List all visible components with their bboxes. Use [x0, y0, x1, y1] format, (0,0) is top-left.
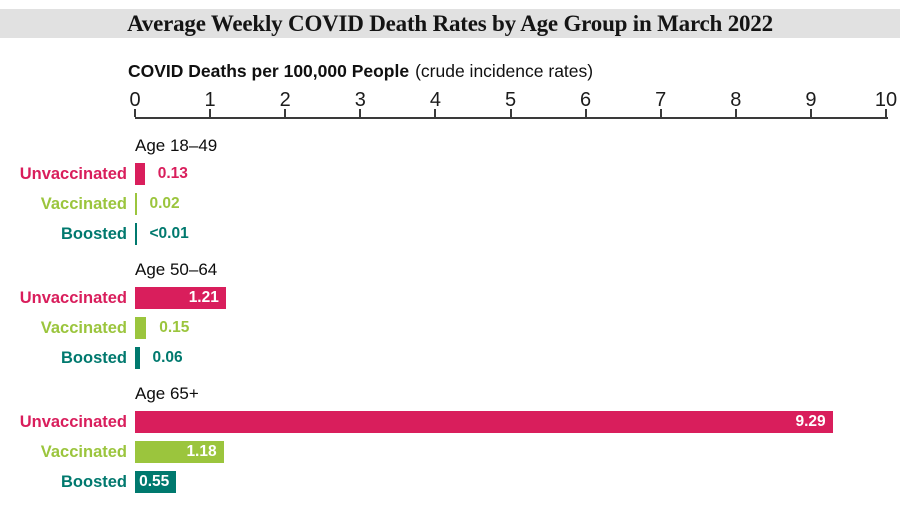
axis-tick-mark [209, 109, 212, 117]
group-header: Age 50–64 [135, 260, 218, 279]
x-axis-title: COVID Deaths per 100,000 People (crude in… [128, 61, 593, 82]
series-label: Boosted [61, 473, 127, 491]
axis-tick-mark [434, 109, 437, 117]
axis-tick-label: 8 [730, 89, 742, 111]
axis-tick-label: 3 [354, 89, 366, 111]
bar: 1.21 [135, 287, 226, 309]
bar [135, 347, 140, 369]
axis-tick-label: 1 [204, 89, 216, 111]
bar-value: 0.13 [157, 165, 188, 182]
series-label: Unvaccinated [19, 289, 127, 307]
axis-tick-mark [734, 109, 737, 117]
bar [135, 317, 147, 339]
series-label: Vaccinated [40, 319, 127, 337]
series-label: Unvaccinated [19, 413, 127, 431]
bar-value: 0.15 [159, 319, 190, 336]
bar [135, 223, 137, 245]
x-axis-title-main: COVID Deaths per 100,000 People [128, 61, 410, 81]
bar: 9.29 [135, 411, 833, 433]
bar: 0.55 [135, 471, 177, 493]
axis-tick-label: 6 [580, 89, 592, 111]
axis-tick-label: 9 [805, 89, 817, 111]
axis-tick-mark [359, 109, 362, 117]
bar [135, 163, 145, 185]
series-label: Vaccinated [40, 443, 127, 461]
axis-tick-mark [134, 109, 136, 117]
series-label: Unvaccinated [19, 165, 127, 183]
page-title: Average Weekly COVID Death Rates by Age … [0, 9, 900, 38]
bar-value: 9.29 [795, 413, 826, 430]
axis-tick-mark [659, 109, 662, 117]
axis-tick-mark [284, 109, 287, 117]
series-label: Vaccinated [40, 195, 127, 213]
axis-tick-mark [809, 109, 812, 117]
axis-line [135, 117, 888, 119]
bar [135, 193, 137, 215]
bar-value: <0.01 [149, 225, 189, 242]
axis-tick-label: 0 [129, 89, 141, 111]
bar-value: 0.55 [139, 473, 170, 490]
axis-tick-label: 7 [655, 89, 667, 111]
series-label: Boosted [61, 349, 127, 367]
x-axis-title-note: (crude incidence rates) [415, 61, 594, 81]
group-header: Age 65+ [135, 384, 199, 403]
axis-tick-mark [584, 109, 587, 117]
bar-value: 0.02 [149, 195, 180, 212]
bar: 1.18 [135, 441, 224, 463]
axis-tick-label: 5 [504, 89, 517, 111]
group-header: Age 18–49 [135, 136, 218, 155]
axis-tick-label: 4 [429, 89, 441, 111]
bar-value: 1.18 [186, 443, 217, 460]
axis-tick-mark [509, 109, 512, 117]
series-label: Boosted [61, 225, 127, 243]
bar-value: 0.06 [152, 349, 183, 366]
axis-tick-label: 2 [279, 89, 291, 111]
axis-tick-label: 10 [874, 89, 898, 111]
bar-value: 1.21 [188, 289, 219, 306]
axis-tick-mark [885, 109, 887, 117]
